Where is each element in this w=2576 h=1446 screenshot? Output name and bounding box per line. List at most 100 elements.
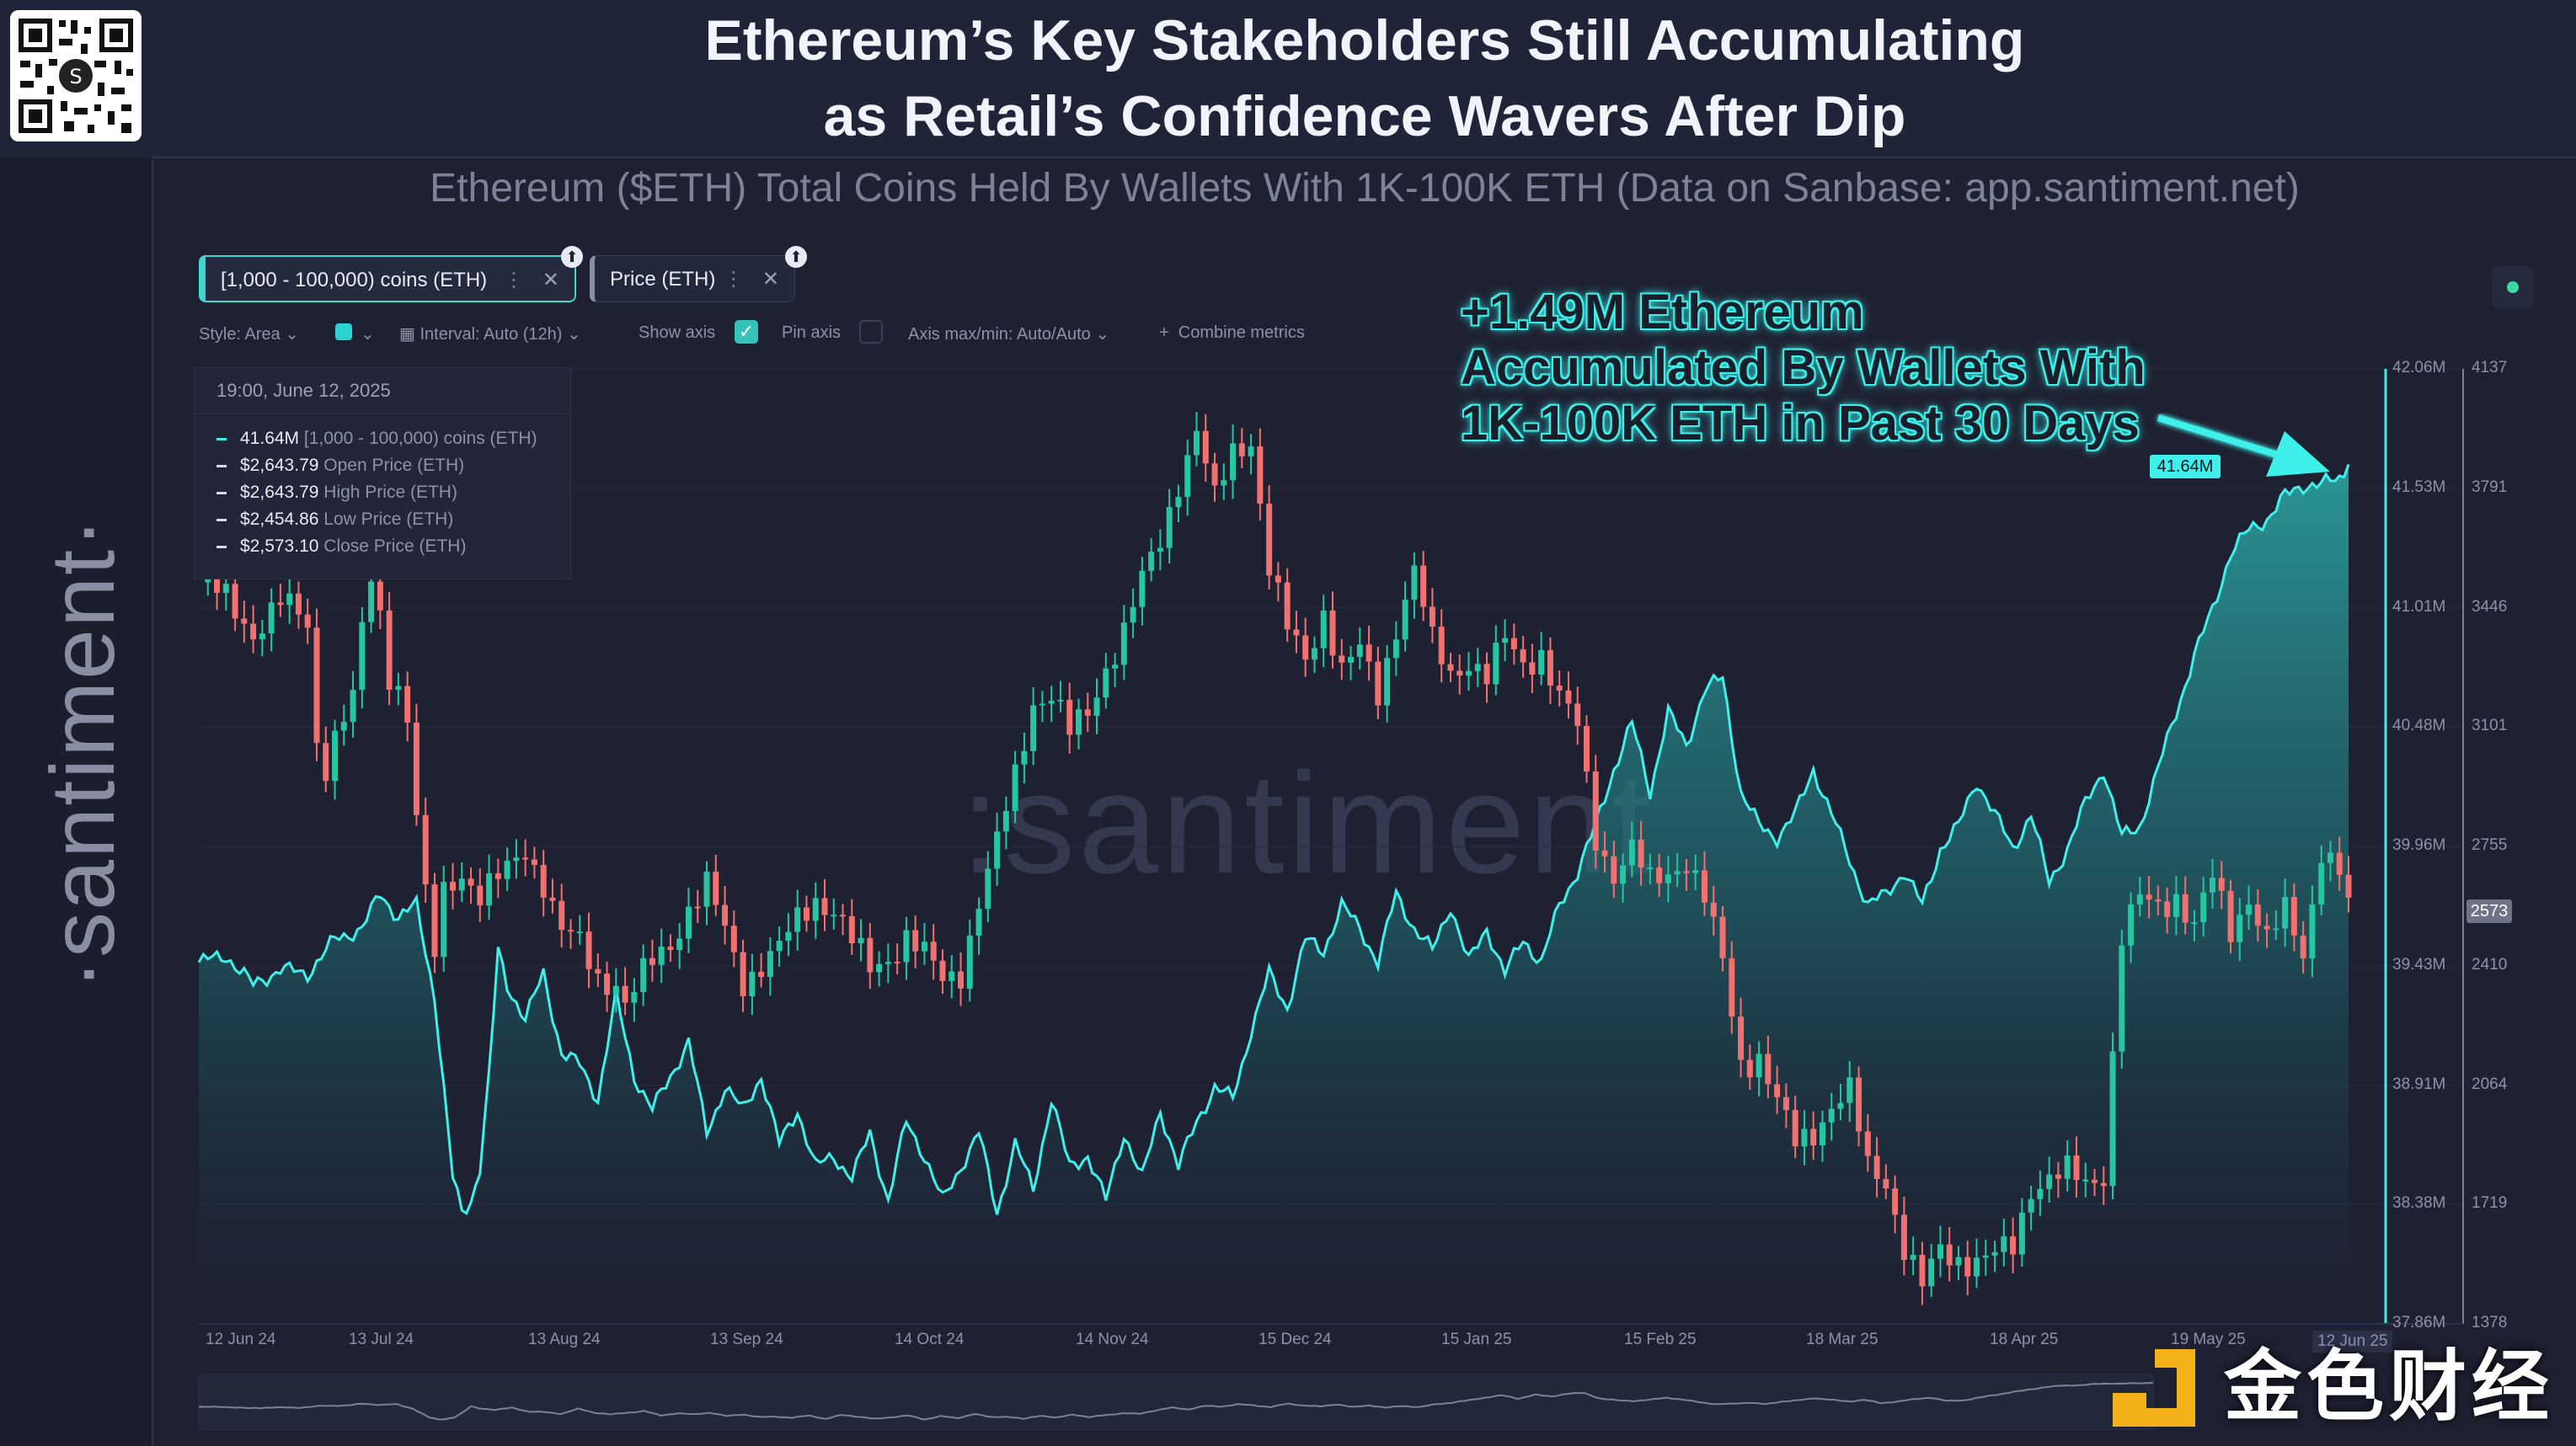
pin-icon[interactable]: ⬆ xyxy=(785,246,807,268)
pin-icon[interactable]: ⬆ xyxy=(561,246,583,268)
price-candle xyxy=(450,882,457,891)
price-candle xyxy=(694,906,701,909)
price-candle xyxy=(821,898,828,915)
close-icon[interactable]: ✕ xyxy=(762,268,779,291)
price-candle xyxy=(1620,865,1627,884)
chart-tooltip: 19:00, June 12, 2025 41.64M [1,000 - 100… xyxy=(194,367,571,579)
show-axis-checkbox[interactable]: ✓ xyxy=(735,320,758,344)
chevron-down-icon[interactable]: ⌄ xyxy=(361,325,375,344)
price-candle xyxy=(1547,649,1553,686)
price-candle xyxy=(1384,658,1391,706)
price-candle xyxy=(767,951,773,978)
price-candle xyxy=(2028,1198,2034,1213)
price-candle xyxy=(1474,664,1481,671)
price-candle xyxy=(304,614,311,628)
price-candle xyxy=(377,581,383,611)
price-candle xyxy=(2109,1051,2116,1187)
price-candle xyxy=(1601,850,1608,856)
coins-area-line xyxy=(197,463,2350,1215)
price-candle xyxy=(413,723,420,815)
price-candle xyxy=(912,930,919,952)
price-candle xyxy=(2273,928,2279,931)
interval-select[interactable]: ▦ Interval: Auto (12h) ⌄ xyxy=(399,325,581,344)
price-candle xyxy=(1982,1255,1989,1258)
metric-pill-coins[interactable]: [1,000 - 100,000) coins (ETH) ⋮ ✕ xyxy=(199,255,576,302)
x-tick-label: 13 Aug 24 xyxy=(528,1331,601,1348)
style-select[interactable]: Style: Area ⌄ xyxy=(199,325,300,344)
current-coins-badge: 41.64M xyxy=(2150,455,2221,478)
price-candle xyxy=(1937,1244,1943,1259)
pin-axis-checkbox[interactable] xyxy=(859,320,883,344)
price-candle xyxy=(1964,1257,1971,1277)
y-tick-label-coins: 39.43M xyxy=(2392,955,2446,974)
more-options-icon[interactable]: ⋮ xyxy=(504,269,524,291)
price-candle xyxy=(1148,552,1155,571)
price-candle xyxy=(2128,904,2135,946)
price-candle xyxy=(222,584,229,593)
y-tick-label-coins: 39.96M xyxy=(2392,836,2446,854)
price-candle xyxy=(1266,504,1273,576)
more-options-icon[interactable]: ⋮ xyxy=(724,268,744,291)
price-candle xyxy=(576,931,583,934)
price-candle xyxy=(2209,878,2215,893)
y-tick-label-price: 1378 xyxy=(2472,1314,2508,1331)
price-candle xyxy=(1837,1102,1844,1109)
price-candle xyxy=(1638,839,1644,868)
settings-toggle[interactable] xyxy=(2492,266,2534,308)
annotation-arrow xyxy=(2156,414,2330,477)
price-candle xyxy=(585,931,592,969)
price-candle xyxy=(350,690,356,723)
price-candle xyxy=(1202,430,1209,464)
price-candle xyxy=(1574,703,1581,726)
price-candle xyxy=(1520,649,1526,663)
price-candle xyxy=(1339,655,1345,663)
annotation-callout: +1.49M Ethereum Accumulated By Wallets W… xyxy=(1461,285,2146,451)
color-swatch[interactable] xyxy=(335,323,352,340)
price-candle xyxy=(1656,867,1663,883)
price-candle xyxy=(703,872,710,907)
x-tick-label: 13 Sep 24 xyxy=(710,1331,783,1348)
price-candle xyxy=(2091,1179,2098,1183)
tooltip-row: $2,454.86 Low Price (ETH) xyxy=(216,510,453,530)
price-candle xyxy=(1248,446,1254,456)
price-candle xyxy=(1184,455,1191,498)
price-candle xyxy=(486,872,493,906)
price-candle xyxy=(1611,856,1617,884)
price-candle xyxy=(2073,1155,2080,1181)
price-candle xyxy=(2182,894,2189,923)
x-tick-label: 15 Dec 24 xyxy=(1259,1331,1332,1348)
price-candle xyxy=(1955,1257,1962,1266)
price-candle xyxy=(1048,701,1055,704)
price-candle xyxy=(1411,565,1418,600)
price-candle xyxy=(1030,705,1037,751)
combine-metrics-button[interactable]: + Combine metrics xyxy=(1159,323,1305,342)
price-candle xyxy=(858,937,864,944)
price-candle xyxy=(2046,1174,2053,1189)
price-candle xyxy=(2254,904,2261,926)
price-candle xyxy=(404,686,411,723)
close-icon[interactable]: ✕ xyxy=(542,269,559,291)
price-candle xyxy=(667,947,674,951)
price-candle xyxy=(649,958,655,965)
price-candle xyxy=(386,610,393,691)
price-candle xyxy=(1828,1108,1835,1123)
metric-pill-price[interactable]: Price (ETH) ⋮ ✕ xyxy=(590,255,795,302)
price-candle xyxy=(758,971,765,978)
price-candle xyxy=(2218,878,2225,891)
price-candle xyxy=(1120,622,1127,665)
price-candle xyxy=(2037,1188,2044,1199)
range-navigator-line xyxy=(198,1381,2154,1421)
price-candle xyxy=(340,722,347,731)
range-navigator[interactable] xyxy=(198,1374,2154,1431)
y-tick-label-price: 3791 xyxy=(2472,478,2508,496)
axis-maxmin-select[interactable]: Axis max/min: Auto/Auto ⌄ xyxy=(908,325,1110,344)
price-candle xyxy=(1765,1054,1772,1085)
y-tick-label-price: 2064 xyxy=(2472,1075,2508,1093)
x-tick-label: 14 Nov 24 xyxy=(1076,1331,1149,1348)
y-tick-label-coins: 41.01M xyxy=(2392,597,2446,616)
y-tick-label-price: 1719 xyxy=(2472,1194,2508,1213)
price-candle xyxy=(1456,670,1463,676)
price-candle xyxy=(513,857,520,862)
y-tick-label-coins: 40.48M xyxy=(2392,717,2446,735)
y-tick-label-price: 3101 xyxy=(2472,717,2508,735)
